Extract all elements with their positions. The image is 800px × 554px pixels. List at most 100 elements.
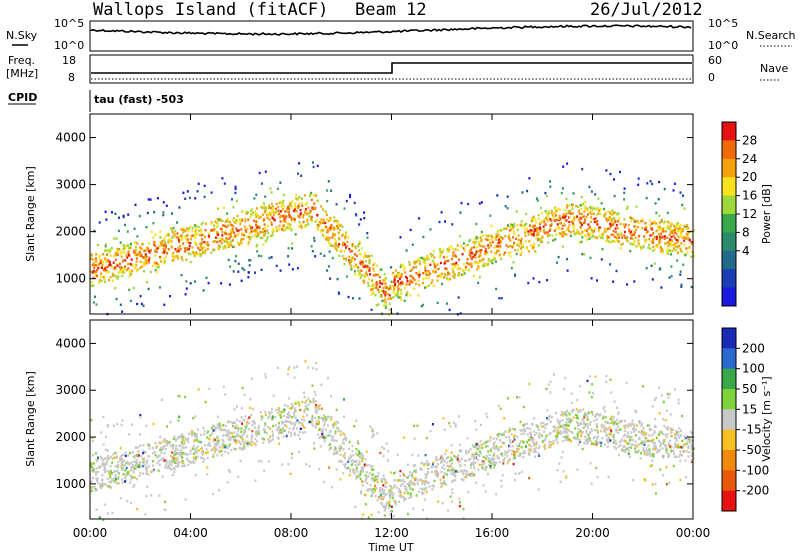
data-cell: [445, 473, 448, 476]
data-cell: [334, 242, 337, 245]
data-cell: [457, 460, 460, 464]
data-cell: [370, 308, 373, 311]
data-cell: [214, 236, 217, 239]
data-cell: [236, 432, 239, 436]
data-cell: [673, 446, 676, 449]
data-cell: [297, 401, 300, 404]
data-cell: [303, 391, 305, 394]
data-cell: [577, 438, 580, 441]
data-cell: [522, 225, 525, 228]
data-cell: [134, 460, 137, 464]
data-cell: [256, 440, 259, 443]
data-cell: [548, 418, 551, 421]
data-cell: [383, 447, 386, 450]
data-cell: [623, 191, 626, 195]
data-cell: [368, 260, 371, 263]
data-cell: [186, 234, 189, 237]
data-cell: [673, 243, 676, 247]
data-cell: [248, 264, 251, 267]
data-cell: [148, 447, 151, 450]
data-cell: [662, 442, 665, 445]
data-cell: [378, 496, 381, 499]
data-cell: [186, 240, 189, 244]
data-cell: [396, 285, 399, 288]
data-cell: [556, 261, 558, 264]
data-cell: [677, 239, 680, 242]
data-cell: [177, 435, 180, 438]
data-cell: [586, 417, 589, 420]
data-cell: [248, 232, 251, 235]
data-cell: [559, 425, 562, 428]
data-cell: [351, 450, 354, 453]
data-cell: [445, 449, 448, 453]
data-cell: [575, 408, 578, 411]
data-cell: [184, 197, 187, 200]
data-cell: [260, 205, 263, 209]
data-cell: [672, 243, 675, 247]
data-cell: [235, 441, 238, 445]
data-cell: [572, 416, 575, 419]
data-cell: [285, 435, 288, 438]
data-cell: [129, 481, 132, 484]
data-cell: [461, 268, 464, 272]
data-cell: [384, 481, 387, 484]
data-cell: [471, 455, 474, 458]
data-cell: [581, 236, 584, 239]
data-cell: [426, 463, 429, 467]
data-cell: [145, 462, 148, 465]
data-cell: [212, 248, 215, 251]
data-cell: [388, 294, 391, 297]
data-cell: [317, 406, 320, 410]
data-cell: [234, 234, 237, 237]
data-cell: [688, 438, 691, 441]
data-cell: [312, 401, 315, 404]
data-cell: [373, 269, 375, 272]
data-cell: [160, 243, 163, 247]
data-cell: [127, 470, 130, 473]
data-cell: [583, 426, 586, 429]
data-cell: [680, 285, 683, 288]
data-cell: [487, 450, 490, 453]
data-cell: [680, 446, 683, 449]
data-cell: [126, 244, 129, 247]
data-cell: [680, 429, 682, 432]
data-cell: [528, 382, 531, 386]
data-cell: [493, 252, 496, 255]
data-cell: [454, 248, 457, 251]
data-cell: [264, 422, 267, 425]
data-cell: [530, 233, 533, 236]
data-cell: [530, 423, 533, 426]
data-cell: [345, 233, 347, 236]
data-cell: [184, 452, 187, 455]
data-cell: [102, 518, 105, 522]
data-cell: [184, 236, 187, 240]
data-cell: [183, 235, 186, 238]
data-cell: [113, 237, 116, 240]
data-cell: [683, 235, 686, 239]
data-cell: [226, 431, 229, 434]
data-cell: [222, 424, 225, 427]
data-cell: [604, 227, 607, 231]
data-cell: [212, 429, 215, 432]
data-cell: [679, 270, 682, 273]
data-cell: [390, 471, 393, 474]
data-cell: [476, 458, 479, 462]
data-cell: [428, 284, 431, 287]
data-cell: [117, 477, 120, 480]
data-cell: [291, 247, 294, 250]
data-cell: [196, 445, 199, 448]
data-cell: [105, 249, 108, 252]
data-cell: [284, 210, 287, 213]
data-cell: [685, 237, 688, 240]
data-cell: [94, 489, 97, 492]
data-cell: [124, 259, 127, 262]
data-cell: [452, 275, 455, 278]
data-cell: [666, 250, 669, 254]
data-cell: [128, 270, 131, 273]
data-cell: [544, 223, 547, 227]
data-cell: [662, 456, 665, 459]
data-cell: [371, 468, 373, 471]
data-cell: [115, 452, 118, 455]
data-cell: [628, 435, 631, 438]
data-cell: [148, 258, 151, 262]
